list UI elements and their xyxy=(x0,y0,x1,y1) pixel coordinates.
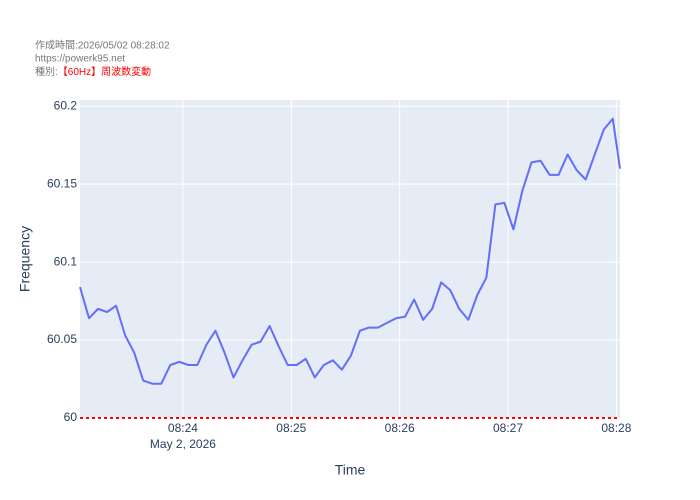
y-tick-label: 60.1 xyxy=(54,254,78,268)
note: https://powerk95.net xyxy=(35,54,125,65)
note: 種別:【60Hz】周波数変動 xyxy=(35,65,151,78)
kind-label: 種別: xyxy=(35,65,58,78)
x-axis-title: Time xyxy=(335,462,366,478)
data-line xyxy=(79,117,621,385)
x-tick-label: 08:24 xyxy=(168,421,198,435)
y-tick-label: 60.05 xyxy=(47,332,77,346)
y-tick-label: 60.15 xyxy=(47,176,77,190)
y-tick-label: 60 xyxy=(64,410,78,424)
x-tick-label: 08:27 xyxy=(493,421,523,435)
x-date-label: May 2, 2026 xyxy=(150,437,216,451)
x-tick-label: 08:25 xyxy=(276,421,306,435)
x-tick-label: 08:28 xyxy=(601,421,631,435)
kind-value: 【60Hz】周波数変動 xyxy=(58,65,151,78)
y-tick-label: 60.2 xyxy=(54,98,78,112)
plot-area xyxy=(80,100,620,418)
x-tick-label: 08:26 xyxy=(385,421,415,435)
note: 作成時間:2026/05/02 08:28:02 xyxy=(35,40,170,52)
y-axis-title: Frequency xyxy=(17,226,33,292)
